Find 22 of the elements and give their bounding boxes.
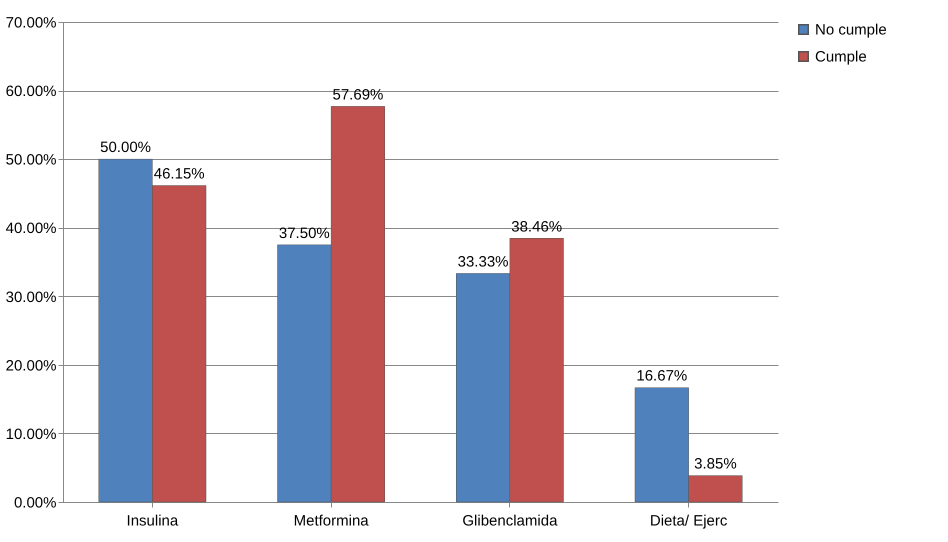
legend-label: Cumple [815, 48, 867, 66]
data-label: 33.33% [458, 253, 508, 270]
data-label: 16.67% [636, 368, 688, 385]
x-tick-label: Dieta/ Ejerc [650, 512, 728, 530]
x-tick-label: Glibenclamida [462, 512, 558, 530]
data-label: 3.85% [694, 456, 737, 473]
y-tick-label: 20.00% [6, 357, 56, 374]
data-label: 50.00% [100, 139, 151, 156]
data-label: 46.15% [154, 166, 205, 183]
y-tick-label: 40.00% [6, 220, 56, 238]
x-tick-label: Metformina [294, 512, 370, 530]
y-tick-label: 70.00% [6, 14, 56, 32]
legend-label: No cumple [815, 22, 887, 38]
data-label: 57.69% [332, 86, 384, 104]
y-tick-label: 10.00% [6, 426, 56, 443]
y-tick-label: 60.00% [6, 83, 56, 100]
data-label: 37.50% [278, 224, 330, 242]
y-tick-label: 30.00% [6, 288, 56, 306]
y-tick-label: 0.00% [14, 494, 56, 512]
x-tick-label: Insulina [126, 512, 179, 530]
y-tick-label: 50.00% [6, 152, 56, 169]
data-label: 38.46% [511, 218, 562, 236]
